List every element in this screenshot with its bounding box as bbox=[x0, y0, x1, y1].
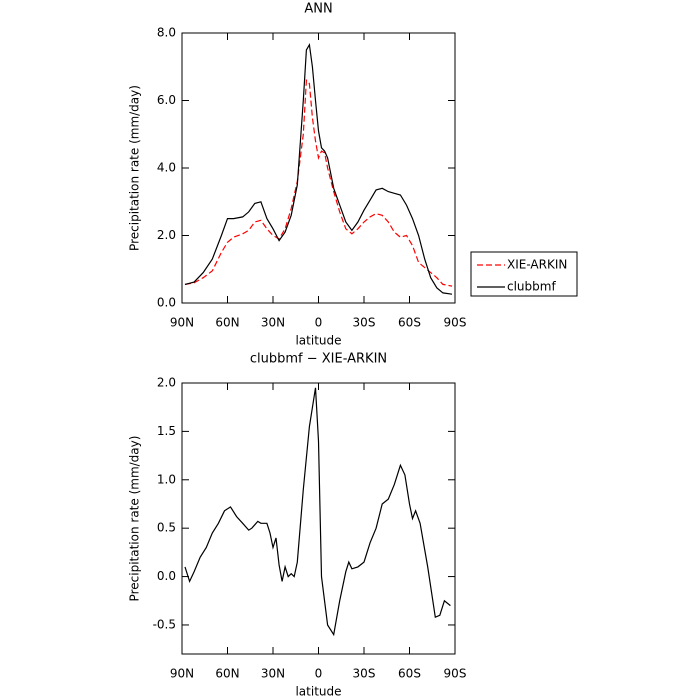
y-tick-label: 6.0 bbox=[157, 93, 176, 107]
x-tick-label: 60S bbox=[398, 667, 421, 681]
chart-title: clubbmf − XIE-ARKIN bbox=[250, 352, 387, 367]
y-axis-label: Precipitation rate (mm/day) bbox=[128, 436, 142, 602]
y-tick-label: 2.0 bbox=[157, 228, 176, 242]
series-line bbox=[184, 43, 453, 295]
x-tick-label: 0 bbox=[315, 316, 323, 330]
y-tick-label: 0.0 bbox=[157, 569, 176, 583]
x-tick-label: 30N bbox=[261, 667, 285, 681]
y-tick-label: 0.5 bbox=[157, 521, 176, 535]
x-tick-label: 90S bbox=[444, 667, 467, 681]
x-tick-label: 30N bbox=[261, 316, 285, 330]
plot-frame bbox=[181, 32, 456, 304]
x-tick-label: 60N bbox=[215, 316, 239, 330]
y-tick-label: 1.0 bbox=[157, 472, 176, 486]
x-tick-label: 90S bbox=[444, 316, 467, 330]
x-tick-label: 60N bbox=[215, 667, 239, 681]
x-axis-label: latitude bbox=[295, 334, 341, 348]
y-tick-label: 1.5 bbox=[157, 424, 176, 438]
y-tick-label: 8.0 bbox=[157, 26, 176, 40]
chart-title: ANN bbox=[304, 2, 332, 17]
plot-frame bbox=[181, 382, 456, 655]
x-tick-label: 60S bbox=[398, 316, 421, 330]
x-tick-label: 30S bbox=[353, 667, 376, 681]
x-axis-label: latitude bbox=[295, 685, 341, 699]
series-line bbox=[184, 78, 453, 287]
x-tick-label: 90N bbox=[170, 316, 194, 330]
x-tick-label: 0 bbox=[315, 667, 323, 681]
legend-box bbox=[470, 251, 578, 297]
x-tick-label: 90N bbox=[170, 667, 194, 681]
y-tick-label: 2.0 bbox=[157, 376, 176, 390]
y-tick-label: 0.0 bbox=[157, 296, 176, 310]
legend-label: clubbmf bbox=[507, 280, 556, 294]
legend-label: XIE-ARKIN bbox=[507, 258, 567, 272]
y-axis-label: Precipitation rate (mm/day) bbox=[128, 85, 142, 251]
y-tick-label: -0.5 bbox=[153, 617, 176, 631]
series-line bbox=[184, 387, 451, 637]
x-tick-label: 30S bbox=[353, 316, 376, 330]
y-tick-label: 4.0 bbox=[157, 161, 176, 175]
